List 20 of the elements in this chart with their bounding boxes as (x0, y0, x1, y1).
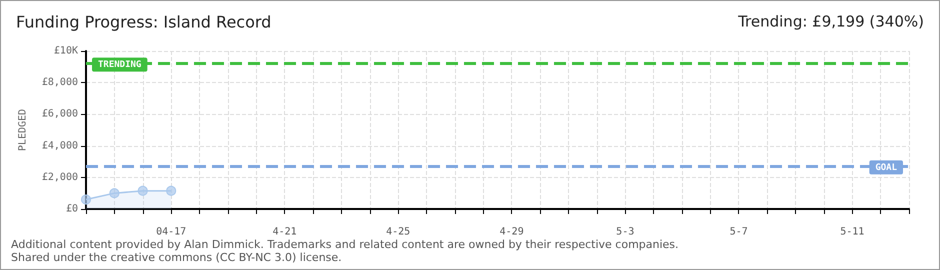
x-tick-label: 4-25 (386, 226, 410, 238)
x-tick-label: 5-3 (616, 226, 634, 238)
y-axis-title: PLEDGED (18, 108, 28, 152)
y-tick-label: £8,000 (42, 77, 78, 88)
x-tick-label: 04-17 (156, 226, 186, 238)
x-tick-label: 4-29 (500, 226, 524, 238)
chart-subtitle: Trending: £9,199 (340%) (737, 12, 924, 30)
y-tick-label: £2,000 (42, 172, 78, 183)
y-tick-label: £10K (54, 46, 78, 56)
y-tick-label: £4,000 (42, 140, 78, 152)
ref-line-label: TRENDING (98, 60, 142, 70)
text: Shared under the creative commons (CC BY-NC 3.0) license. (11, 251, 342, 264)
y-tick-label: £6,000 (42, 108, 78, 120)
ref-line-label: GOAL (875, 162, 898, 173)
x-tick-label: 5-7 (730, 226, 748, 238)
y-tick-label: £0 (66, 204, 78, 214)
x-tick-label: 4-21 (272, 226, 297, 238)
chart-title: Funding Progress: Island Record (16, 12, 272, 32)
text: Additional content provided by Alan Dimmick. Trademarks and related content are owned by their respective companies. (11, 238, 679, 251)
x-tick-label: 5-11 (840, 226, 864, 238)
